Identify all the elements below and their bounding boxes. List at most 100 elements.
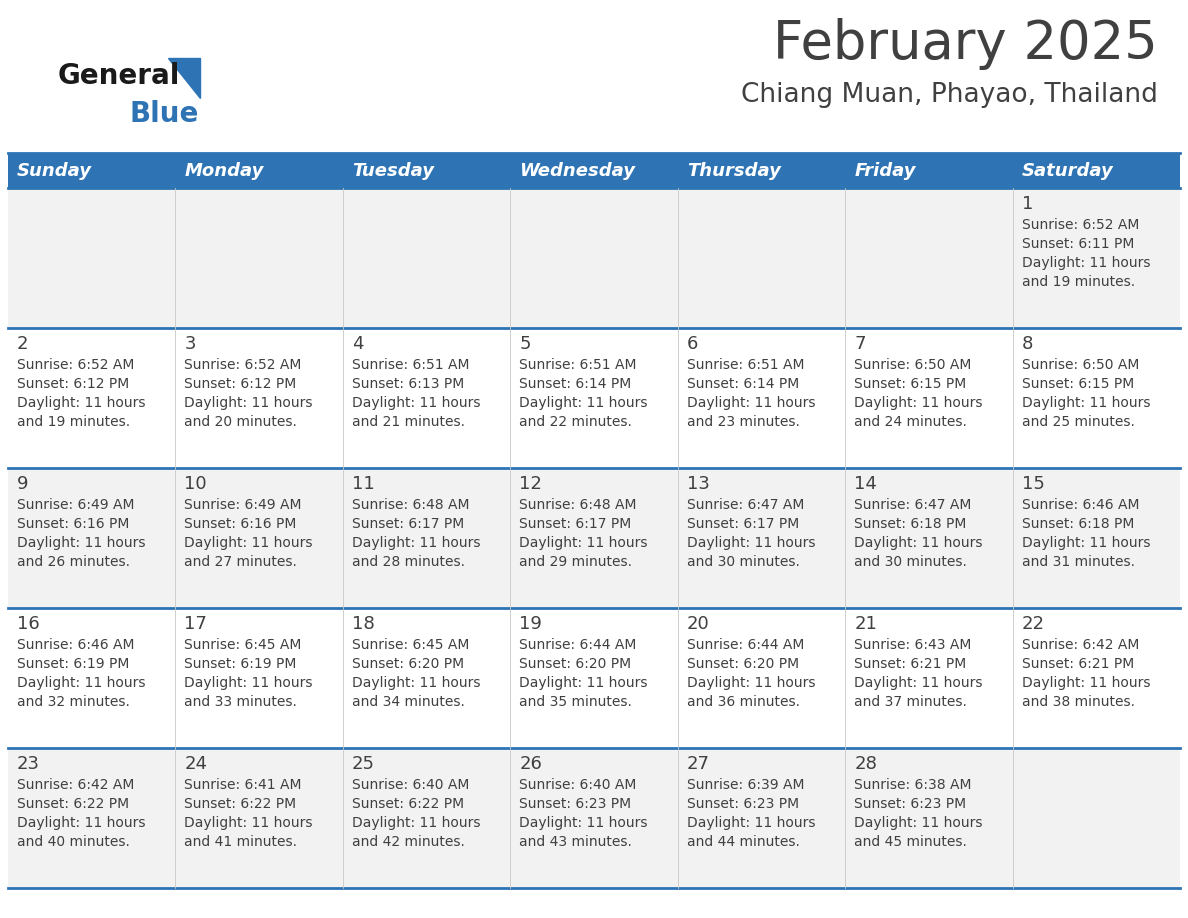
Text: Chiang Muan, Phayao, Thailand: Chiang Muan, Phayao, Thailand: [741, 82, 1158, 108]
Text: and 23 minutes.: and 23 minutes.: [687, 415, 800, 429]
Text: and 34 minutes.: and 34 minutes.: [352, 695, 465, 709]
Text: Sunset: 6:16 PM: Sunset: 6:16 PM: [184, 517, 297, 531]
Text: and 40 minutes.: and 40 minutes.: [17, 835, 129, 849]
Text: Sunset: 6:22 PM: Sunset: 6:22 PM: [184, 797, 297, 811]
Text: Daylight: 11 hours: Daylight: 11 hours: [17, 536, 145, 550]
Bar: [1012, 188, 1180, 328]
Text: and 42 minutes.: and 42 minutes.: [352, 835, 465, 849]
Text: and 26 minutes.: and 26 minutes.: [17, 555, 129, 569]
Bar: [176, 608, 343, 748]
Text: Sunset: 6:17 PM: Sunset: 6:17 PM: [687, 517, 800, 531]
Text: 28: 28: [854, 755, 877, 773]
Bar: [677, 188, 845, 328]
Text: 10: 10: [184, 475, 207, 493]
Text: Sunset: 6:18 PM: Sunset: 6:18 PM: [854, 517, 967, 531]
Text: Daylight: 11 hours: Daylight: 11 hours: [687, 676, 815, 690]
Text: Sunrise: 6:50 AM: Sunrise: 6:50 AM: [854, 358, 972, 372]
Text: Sunrise: 6:49 AM: Sunrise: 6:49 AM: [17, 498, 134, 512]
Text: Daylight: 11 hours: Daylight: 11 hours: [17, 676, 145, 690]
Text: Sunrise: 6:49 AM: Sunrise: 6:49 AM: [184, 498, 302, 512]
Text: and 35 minutes.: and 35 minutes.: [519, 695, 632, 709]
Text: Daylight: 11 hours: Daylight: 11 hours: [519, 816, 647, 830]
Text: and 41 minutes.: and 41 minutes.: [184, 835, 297, 849]
Text: Daylight: 11 hours: Daylight: 11 hours: [519, 396, 647, 410]
Text: Sunset: 6:19 PM: Sunset: 6:19 PM: [17, 657, 129, 671]
Text: Sunrise: 6:51 AM: Sunrise: 6:51 AM: [352, 358, 469, 372]
Bar: [176, 188, 343, 328]
Text: and 29 minutes.: and 29 minutes.: [519, 555, 632, 569]
Bar: [343, 748, 511, 888]
Bar: [845, 608, 1012, 748]
Bar: [343, 608, 511, 748]
Text: Daylight: 11 hours: Daylight: 11 hours: [687, 536, 815, 550]
Bar: [845, 153, 1012, 188]
Text: and 38 minutes.: and 38 minutes.: [1022, 695, 1135, 709]
Bar: [343, 328, 511, 468]
Bar: [511, 468, 677, 608]
Text: Daylight: 11 hours: Daylight: 11 hours: [854, 816, 982, 830]
Text: Sunrise: 6:48 AM: Sunrise: 6:48 AM: [519, 498, 637, 512]
Text: and 45 minutes.: and 45 minutes.: [854, 835, 967, 849]
Text: 1: 1: [1022, 195, 1032, 213]
Bar: [845, 748, 1012, 888]
Text: 2: 2: [17, 335, 29, 353]
Bar: [8, 608, 176, 748]
Text: and 32 minutes.: and 32 minutes.: [17, 695, 129, 709]
Text: 8: 8: [1022, 335, 1032, 353]
Text: 19: 19: [519, 615, 542, 633]
Text: Sunset: 6:17 PM: Sunset: 6:17 PM: [352, 517, 465, 531]
Text: Sunrise: 6:39 AM: Sunrise: 6:39 AM: [687, 778, 804, 792]
Bar: [1012, 328, 1180, 468]
Text: and 21 minutes.: and 21 minutes.: [352, 415, 465, 429]
Bar: [845, 328, 1012, 468]
Text: Sunset: 6:13 PM: Sunset: 6:13 PM: [352, 377, 465, 391]
Text: Sunset: 6:18 PM: Sunset: 6:18 PM: [1022, 517, 1135, 531]
Text: Sunrise: 6:45 AM: Sunrise: 6:45 AM: [352, 638, 469, 652]
Text: and 31 minutes.: and 31 minutes.: [1022, 555, 1135, 569]
Text: Daylight: 11 hours: Daylight: 11 hours: [184, 816, 312, 830]
Text: Friday: Friday: [854, 162, 916, 180]
Text: Wednesday: Wednesday: [519, 162, 636, 180]
Text: Thursday: Thursday: [687, 162, 781, 180]
Bar: [677, 328, 845, 468]
Text: Daylight: 11 hours: Daylight: 11 hours: [352, 536, 480, 550]
Text: and 36 minutes.: and 36 minutes.: [687, 695, 800, 709]
Bar: [176, 748, 343, 888]
Text: 17: 17: [184, 615, 207, 633]
Text: Sunrise: 6:47 AM: Sunrise: 6:47 AM: [854, 498, 972, 512]
Text: Saturday: Saturday: [1022, 162, 1113, 180]
Text: and 37 minutes.: and 37 minutes.: [854, 695, 967, 709]
Text: Tuesday: Tuesday: [352, 162, 434, 180]
Text: Sunrise: 6:46 AM: Sunrise: 6:46 AM: [1022, 498, 1139, 512]
Text: 12: 12: [519, 475, 542, 493]
Bar: [343, 188, 511, 328]
Bar: [8, 153, 176, 188]
Text: Sunset: 6:22 PM: Sunset: 6:22 PM: [17, 797, 129, 811]
Text: Sunrise: 6:38 AM: Sunrise: 6:38 AM: [854, 778, 972, 792]
Text: Sunset: 6:21 PM: Sunset: 6:21 PM: [1022, 657, 1133, 671]
Bar: [8, 468, 176, 608]
Text: 4: 4: [352, 335, 364, 353]
Bar: [343, 468, 511, 608]
Text: Sunset: 6:14 PM: Sunset: 6:14 PM: [519, 377, 632, 391]
Text: Sunrise: 6:40 AM: Sunrise: 6:40 AM: [519, 778, 637, 792]
Text: 24: 24: [184, 755, 208, 773]
Text: Sunrise: 6:50 AM: Sunrise: 6:50 AM: [1022, 358, 1139, 372]
Text: Sunrise: 6:42 AM: Sunrise: 6:42 AM: [17, 778, 134, 792]
Bar: [8, 188, 176, 328]
Bar: [511, 748, 677, 888]
Text: 14: 14: [854, 475, 877, 493]
Bar: [8, 328, 176, 468]
Text: Sunrise: 6:42 AM: Sunrise: 6:42 AM: [1022, 638, 1139, 652]
Text: and 25 minutes.: and 25 minutes.: [1022, 415, 1135, 429]
Text: Daylight: 11 hours: Daylight: 11 hours: [1022, 676, 1150, 690]
Text: 25: 25: [352, 755, 375, 773]
Bar: [845, 188, 1012, 328]
Text: Daylight: 11 hours: Daylight: 11 hours: [854, 396, 982, 410]
Bar: [176, 328, 343, 468]
Text: Sunset: 6:15 PM: Sunset: 6:15 PM: [1022, 377, 1133, 391]
Text: 7: 7: [854, 335, 866, 353]
Text: Sunrise: 6:44 AM: Sunrise: 6:44 AM: [519, 638, 637, 652]
Text: 9: 9: [17, 475, 29, 493]
Text: Sunset: 6:12 PM: Sunset: 6:12 PM: [17, 377, 129, 391]
